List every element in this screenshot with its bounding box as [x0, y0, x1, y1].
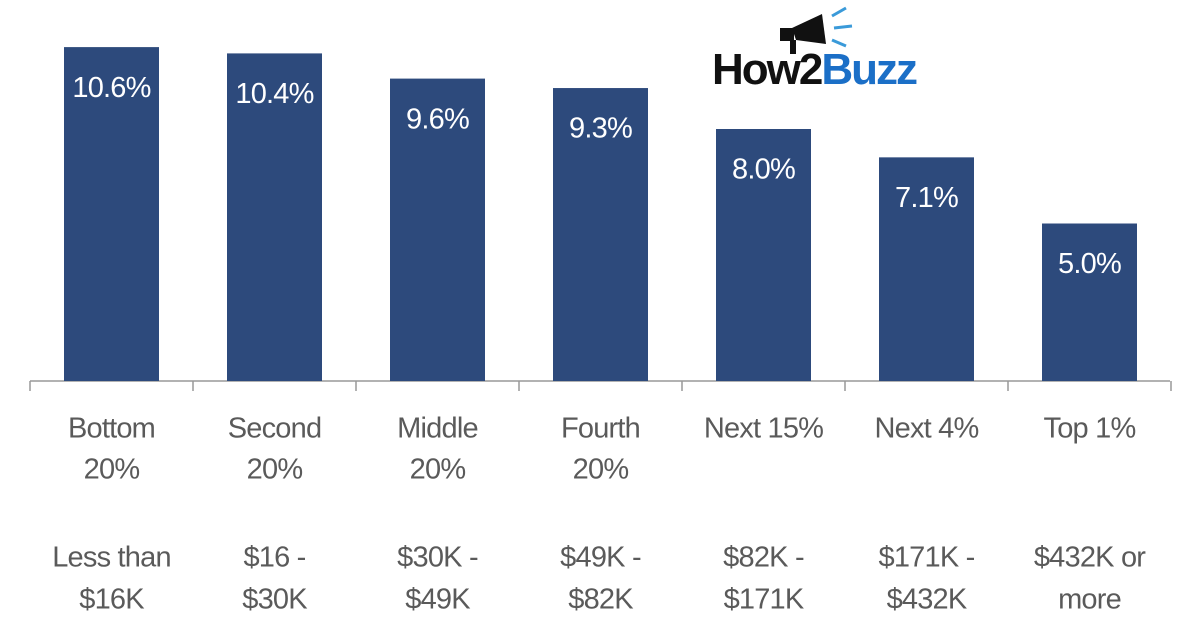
category-label: Middle [397, 413, 478, 445]
income-range-label: $432K or [1034, 542, 1146, 574]
income-range-label: $49K [405, 584, 471, 616]
category-label: Next 15% [704, 413, 823, 445]
value-label: 7.1% [895, 182, 958, 214]
category-label: Second [228, 413, 322, 445]
bar [716, 129, 811, 381]
bar [879, 157, 974, 381]
value-label: 10.6% [72, 72, 150, 104]
value-label: 10.4% [235, 78, 313, 110]
logo-part: Buzz [821, 45, 917, 94]
income-range-label: $30K - [397, 542, 478, 574]
category-label: 20% [84, 454, 140, 486]
income-range-label: $16 - [243, 542, 305, 574]
income-range-label: Less than [52, 542, 171, 574]
income-range-label: $82K - [723, 542, 804, 574]
value-label: 9.6% [406, 103, 469, 135]
bar [227, 53, 322, 382]
category-label: 20% [573, 454, 629, 486]
value-label: 5.0% [1058, 248, 1121, 280]
category-label: 20% [247, 454, 303, 486]
income-range-label: $30K [242, 584, 308, 616]
income-range-label: $82K [568, 584, 634, 616]
income-range-label: $171K [724, 584, 805, 616]
income-range-label: $432K [887, 584, 968, 616]
bar [1042, 223, 1137, 381]
logo: How2Buzz [712, 6, 919, 94]
category-label: Next 4% [875, 413, 979, 445]
income-range-label: $16K [79, 584, 145, 616]
income-range-label: more [1058, 584, 1121, 616]
value-label: 9.3% [569, 113, 632, 145]
megaphone-icon [780, 6, 853, 54]
category-label: Bottom [68, 413, 155, 445]
value-label: 8.0% [732, 154, 795, 186]
category-label: Top 1% [1044, 413, 1136, 445]
bar [553, 88, 648, 382]
bar [64, 47, 159, 381]
category-label: 20% [410, 454, 466, 486]
logo-part: How2 [712, 45, 822, 94]
income-range-label: $171K - [879, 542, 975, 574]
category-label: Fourth [561, 413, 640, 445]
income-range-label: $49K - [560, 542, 641, 574]
bar [390, 78, 485, 381]
logo-text: How2Buzz [712, 45, 917, 94]
